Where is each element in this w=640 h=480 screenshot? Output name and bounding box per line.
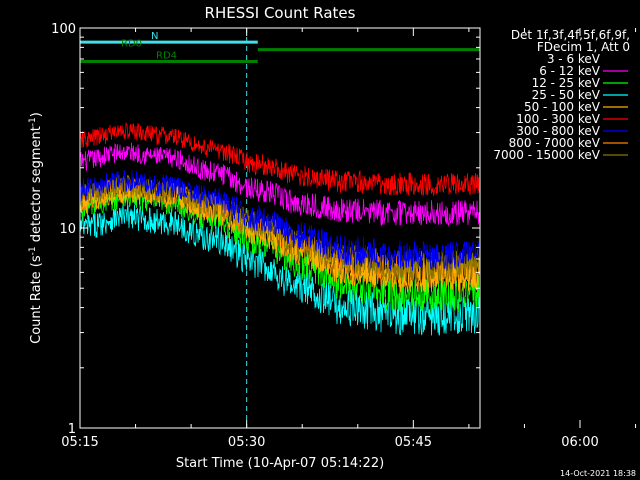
legend-header-line-1: Det 1f,3f,4f,5f,6f,9f, (511, 28, 630, 42)
flag-bars: N RD0 RD4 (80, 31, 480, 63)
legend-entry-label-6: 300 - 800 keV (516, 124, 600, 138)
y-tick-label-1: 10 (59, 222, 76, 237)
series-line-1 (80, 142, 480, 227)
legend-entry-label-7: 800 - 7000 keV (509, 136, 601, 150)
x-tick-label-2: 05:45 (395, 435, 432, 450)
series-line-8 (80, 175, 480, 283)
x-tick-label-3: 06:00 (561, 435, 598, 450)
legend-entry-label-1: 6 - 12 keV (539, 64, 601, 78)
legend-entry-label-3: 25 - 50 keV (532, 88, 601, 102)
x-tick-label-0: 05:15 (61, 435, 98, 450)
series-line-5 (80, 122, 480, 197)
generation-timestamp: 14-Oct-2021 18:38 (560, 469, 636, 478)
series-line-6 (80, 169, 480, 272)
series-line-2 (80, 186, 480, 314)
flag-label-rd4: RD4 (156, 50, 177, 61)
legend-entry-label-0: 3 - 6 keV (547, 52, 601, 66)
chart-title: RHESSI Count Rates (205, 4, 356, 22)
y-tick-label-0: 1 (68, 422, 76, 437)
data-series (80, 122, 480, 340)
y-axis-label: Count Rate (s-1 detector segment-1) (28, 112, 44, 344)
legend-entry-label-5: 100 - 300 keV (516, 112, 600, 126)
flag-label-n: N (151, 31, 158, 42)
legend-header-line-2: FDecim 1, Att 0 (537, 40, 630, 54)
flag-label-rd0: RD0 (121, 39, 142, 50)
y-axis-ticks: 1 10 100 (51, 22, 480, 437)
legend-entry-label-2: 12 - 25 keV (532, 76, 601, 90)
legend-entry-label-8: 7000 - 15000 keV (493, 148, 600, 162)
legend-entry-label-4: 50 - 100 keV (524, 100, 601, 114)
x-axis-label: Start Time (10-Apr-07 05:14:22) (176, 456, 384, 471)
plot-area: N RD0 RD4 (80, 28, 480, 428)
y-tick-label-2: 100 (51, 22, 76, 37)
x-tick-label-1: 05:30 (228, 435, 265, 450)
legend: Det 1f,3f,4f,5f,6f,9f, FDecim 1, Att 0 3… (493, 28, 630, 162)
series-line-3 (80, 204, 480, 336)
